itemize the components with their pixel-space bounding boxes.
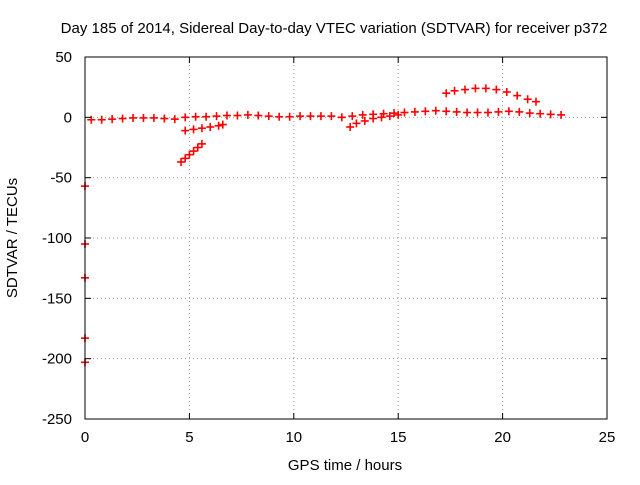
data-point: [513, 91, 522, 100]
data-point: [442, 107, 451, 116]
data-point: [197, 124, 206, 133]
y-tick-label: -200: [42, 351, 72, 368]
data-point: [557, 110, 566, 119]
x-tick-label: 0: [81, 429, 89, 446]
data-point: [461, 85, 470, 94]
data-point: [394, 110, 403, 119]
data-point: [197, 139, 206, 148]
data-point: [450, 86, 459, 95]
data-point: [189, 125, 198, 134]
data-point: [400, 108, 409, 117]
data-point: [481, 84, 490, 93]
y-axis-label: SDTVAR / TECUs: [4, 178, 21, 298]
data-point: [181, 113, 190, 122]
data-point: [360, 116, 369, 125]
data-point: [191, 112, 200, 121]
data-layer: [81, 84, 566, 367]
x-tick-label: 25: [599, 429, 616, 446]
y-tick-label: -150: [42, 290, 72, 307]
x-axis-label: GPS time / hours: [288, 457, 402, 474]
data-point: [181, 126, 190, 135]
x-tick-label: 5: [185, 429, 193, 446]
tick-layer: 0 5 10 15 20 25 -250 -200 -150 -100 -50 0 50: [42, 49, 615, 446]
data-point: [206, 122, 215, 131]
data-point: [193, 143, 202, 152]
data-point: [212, 112, 221, 121]
data-point: [149, 113, 158, 122]
data-point: [243, 110, 252, 119]
data-point: [504, 107, 513, 116]
y-tick-label: -50: [50, 170, 72, 187]
data-point: [296, 112, 305, 121]
x-tick-label: 20: [494, 429, 511, 446]
y-tick-label: -250: [42, 411, 72, 428]
data-point: [358, 110, 367, 119]
data-point: [275, 112, 284, 121]
data-point: [352, 119, 361, 128]
data-point: [421, 107, 430, 116]
x-tick-label: 15: [390, 429, 407, 446]
data-point: [483, 108, 492, 117]
data-point: [218, 120, 227, 129]
data-point: [254, 111, 263, 120]
y-tick-label: 50: [55, 49, 72, 66]
data-point: [129, 113, 138, 122]
data-point: [442, 89, 451, 98]
data-point: [494, 107, 503, 116]
data-point: [515, 107, 524, 116]
data-point: [285, 112, 294, 121]
data-point: [348, 112, 357, 121]
data-point: [463, 108, 472, 117]
data-point: [139, 113, 148, 122]
data-point: [369, 114, 378, 123]
data-point: [327, 112, 336, 121]
data-point: [536, 109, 545, 118]
x-tick-label: 10: [285, 429, 302, 446]
data-point: [177, 157, 186, 166]
data-point: [87, 115, 96, 124]
data-point: [306, 112, 315, 121]
data-point: [546, 110, 555, 119]
data-point: [431, 106, 440, 115]
data-point: [410, 107, 419, 116]
data-point: [185, 150, 194, 159]
data-point: [346, 122, 355, 131]
data-point: [264, 112, 273, 121]
data-point: [170, 115, 179, 124]
data-point: [108, 115, 117, 124]
data-point: [337, 113, 346, 122]
data-point: [181, 154, 190, 163]
y-tick-label: 0: [64, 109, 72, 126]
data-point: [214, 121, 223, 130]
data-point: [160, 114, 169, 123]
data-point: [471, 84, 480, 93]
data-point: [222, 111, 231, 120]
data-point: [523, 95, 532, 104]
data-point: [316, 112, 325, 121]
data-point: [502, 87, 511, 96]
y-tick-label: -100: [42, 230, 72, 247]
data-point: [525, 109, 534, 118]
data-point: [385, 112, 394, 121]
data-point: [118, 114, 127, 123]
data-point: [473, 108, 482, 117]
data-point: [492, 85, 501, 94]
data-point: [233, 111, 242, 120]
data-point: [202, 112, 211, 121]
data-point: [377, 113, 386, 122]
data-point: [189, 147, 198, 156]
chart-title: Day 185 of 2014, Sidereal Day-to-day VTE…: [61, 20, 608, 37]
grid-layer: [85, 57, 607, 419]
data-point: [97, 115, 106, 124]
data-point: [532, 97, 541, 106]
data-point: [452, 107, 461, 116]
data-point: [390, 109, 399, 118]
